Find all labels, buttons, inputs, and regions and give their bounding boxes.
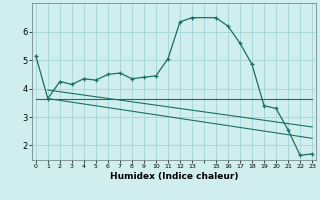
X-axis label: Humidex (Indice chaleur): Humidex (Indice chaleur): [110, 172, 238, 181]
